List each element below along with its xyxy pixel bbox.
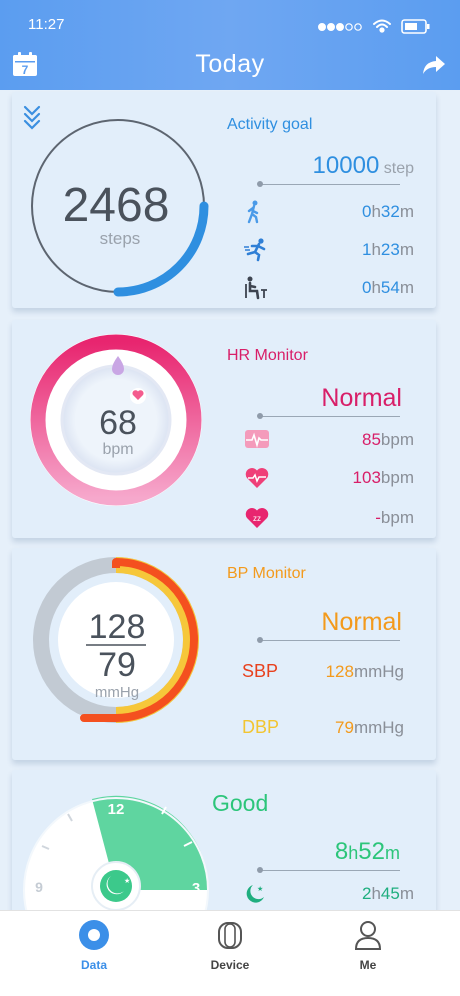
calendar-day: 7 [22,63,29,77]
signal-icon [318,23,362,31]
activity-goal-title: Activity goal [227,116,313,133]
drop-icon [112,356,124,375]
svg-text:★: ★ [257,885,263,893]
walking-icon [247,200,259,224]
hr-monitor-card[interactable]: 68 bpm HR Monitor Normal 85bpm 103bpm zz… [12,320,436,538]
tab-device-label: Device [210,958,250,972]
tab-data-label: Data [80,958,107,972]
divider [257,637,400,643]
hr-heart-row: 103bpm [244,464,414,492]
user-icon [354,921,382,950]
status-icons [318,19,430,34]
hr-status: Normal [321,384,402,412]
tab-me[interactable]: Me [318,919,418,972]
running-icon [244,238,266,262]
tab-device[interactable]: Device [180,919,280,972]
tab-data[interactable]: Data [44,919,144,972]
deep-sleep-moon-icon: ★ [246,885,264,903]
wifi-icon [373,19,391,33]
dbp-row: DBP 79mmHg [242,714,404,742]
bp-status: Normal [321,608,402,636]
heart-pulse-icon [245,468,269,488]
bp-dia-value: 79 [98,646,136,684]
ecg-icon [245,430,269,448]
bp-title: BP Monitor [227,565,306,582]
bp-unit: mmHg [95,684,139,701]
hr-value: 68 [99,404,137,442]
deep-sleep-row: ★ 2h45m [244,880,414,908]
sit-time: 0h54m [361,278,414,297]
activity-goal-target: 10000 step [313,152,414,180]
goal-unit: step [383,160,414,177]
calendar-icon[interactable]: 7 [12,52,38,78]
dbp-value: 79mmHg [335,718,404,737]
bottom-tab-bar: Data Device Me [0,910,460,996]
deep-sleep-time: 2h45m [361,884,414,903]
app-header: 11:27 7 Today [0,0,460,90]
hr-ring [30,334,202,506]
hr-ecg-value: 85bpm [362,430,414,449]
status-bar: 11:27 [28,16,444,38]
clock-12: 12 [108,801,125,818]
steps-value: 2468 [63,179,170,232]
battery-icon [401,19,430,34]
data-icon [79,920,109,950]
bp-gauge: 128 79 mmHg [33,557,199,723]
sbp-value: 128mmHg [325,662,404,681]
dbp-label: DBP [242,717,280,737]
steps-progress-arc [27,115,209,297]
bp-monitor-card[interactable]: 128 79 mmHg BP Monitor Normal SBP 128mmH… [12,548,436,760]
moon-icon: ★ [100,870,132,902]
hr-ecg-row: 85bpm [244,426,414,454]
activity-card[interactable]: 2468 steps Activity goal 10000 step 0h32… [12,92,436,308]
collapse-chevron-icon [23,105,41,130]
sleep-total: 8h52m [334,838,400,865]
heart-small-icon [130,388,146,404]
svg-text:★: ★ [124,877,130,885]
hr-heart-value: 103bpm [352,468,414,487]
sitting-icon [245,276,267,300]
walk-time: 0h32m [361,202,414,221]
hr-title: HR Monitor [227,347,308,364]
divider [257,181,400,187]
run-row: 1h23m [244,236,414,264]
hr-sleep-value: -bpm [375,508,414,527]
steps-gauge: 2468 steps [23,105,209,297]
tab-me-label: Me [359,958,377,972]
goal-value: 10000 [312,152,380,179]
sleep-card[interactable]: 12 3 9 ★ Good 8h52m ★ 2h45m [12,770,436,920]
sleep-quality: Good [212,790,269,816]
walk-row: 0h32m [244,198,414,226]
heart-sleep-icon: zz [245,508,269,528]
clock-3: 3 [192,880,200,897]
sleep-clock: 12 3 9 ★ [23,795,209,920]
sit-row: 0h54m [244,274,414,302]
steps-unit: steps [100,229,141,248]
bp-sys-value: 128 [89,608,146,646]
page-title: Today [195,50,265,78]
hr-unit: bpm [102,441,133,458]
sbp-label: SBP [242,661,279,681]
sbp-row: SBP 128mmHg [242,658,404,686]
divider [257,867,400,873]
device-icon [218,922,242,949]
status-time: 11:27 [28,16,65,33]
hr-sleep-row: zz -bpm [244,504,414,532]
divider [257,413,400,419]
svg-text:zz: zz [253,514,261,523]
hr-gauge: 68 bpm [30,334,202,506]
share-icon[interactable] [422,54,446,76]
clock-9: 9 [35,879,43,895]
run-time: 1h23m [361,240,414,259]
